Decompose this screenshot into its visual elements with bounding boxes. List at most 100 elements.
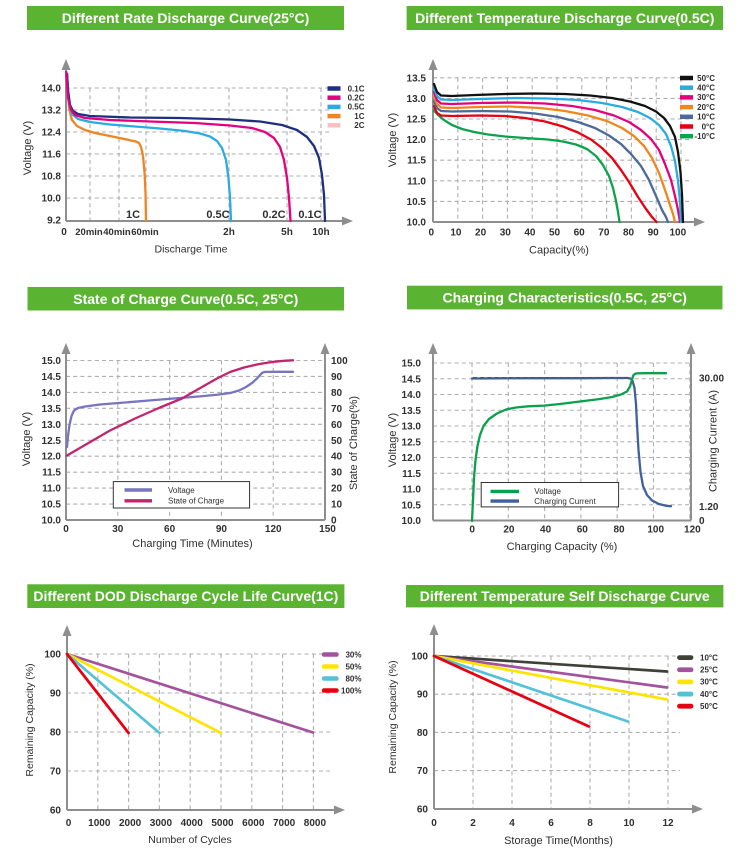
svg-text:10.0: 10.0	[402, 516, 422, 527]
svg-text:80: 80	[331, 388, 343, 399]
svg-text:12.0: 12.0	[407, 135, 427, 146]
svg-text:60: 60	[164, 524, 176, 535]
svg-text:20°C: 20°C	[697, 103, 715, 112]
svg-text:90: 90	[50, 689, 62, 700]
svg-text:30.00: 30.00	[699, 374, 724, 385]
svg-text:12.5: 12.5	[407, 115, 427, 126]
svg-text:80: 80	[623, 228, 635, 239]
svg-text:0.1C: 0.1C	[298, 209, 321, 221]
svg-text:60min: 60min	[131, 227, 159, 238]
svg-text:-10°C: -10°C	[694, 132, 715, 141]
svg-text:10.8: 10.8	[42, 172, 62, 183]
svg-text:12.5: 12.5	[402, 437, 422, 448]
svg-text:Remaining Capacity (%): Remaining Capacity (%)	[24, 663, 36, 776]
svg-text:80: 80	[417, 728, 429, 739]
svg-text:2h: 2h	[223, 227, 235, 238]
svg-text:60: 60	[417, 804, 429, 815]
svg-text:10.5: 10.5	[42, 500, 62, 511]
svg-text:Charging Current: Charging Current	[534, 497, 596, 506]
svg-text:Charging Current (A): Charging Current (A)	[708, 390, 720, 492]
svg-text:10: 10	[331, 500, 343, 511]
svg-text:3000: 3000	[150, 818, 173, 829]
svg-text:1C: 1C	[126, 209, 140, 221]
svg-text:0: 0	[331, 516, 337, 527]
svg-text:40°C: 40°C	[697, 84, 715, 93]
svg-text:0: 0	[63, 524, 69, 535]
svg-text:10.5: 10.5	[402, 500, 422, 511]
svg-text:Number of Cycles: Number of Cycles	[148, 834, 231, 846]
svg-text:80: 80	[613, 525, 625, 536]
svg-text:10.0: 10.0	[42, 194, 62, 205]
svg-text:10°C: 10°C	[697, 113, 715, 122]
svg-text:2C: 2C	[354, 121, 364, 130]
svg-text:10.0: 10.0	[42, 516, 62, 527]
svg-text:14.5: 14.5	[42, 372, 62, 383]
svg-text:Different Rate Discharge Curve: Different Rate Discharge Curve(25°C)	[62, 10, 310, 26]
svg-text:0: 0	[66, 818, 72, 829]
svg-text:40: 40	[331, 452, 343, 463]
svg-text:Voltage: Voltage	[534, 487, 561, 496]
svg-text:Voltage: Voltage	[168, 486, 195, 495]
svg-text:12.4: 12.4	[42, 128, 62, 139]
svg-text:Charging Time (Minutes): Charging Time (Minutes)	[132, 538, 252, 550]
svg-text:Different DOD Discharge Cycle: Different DOD Discharge Cycle Life Curve…	[33, 588, 338, 604]
svg-text:60: 60	[574, 228, 586, 239]
svg-text:12.5: 12.5	[42, 436, 62, 447]
svg-text:0: 0	[61, 227, 67, 238]
svg-text:30%: 30%	[345, 650, 361, 659]
svg-text:90: 90	[331, 372, 343, 383]
svg-text:10.5: 10.5	[407, 197, 427, 208]
svg-text:2000: 2000	[119, 818, 142, 829]
svg-text:14.0: 14.0	[42, 388, 62, 399]
svg-text:0.2C: 0.2C	[262, 209, 285, 221]
svg-text:15.0: 15.0	[42, 356, 62, 367]
svg-text:Voltage (V): Voltage (V)	[21, 412, 33, 466]
svg-text:11.0: 11.0	[42, 484, 61, 495]
svg-text:40°C: 40°C	[700, 690, 718, 699]
svg-text:50%: 50%	[345, 662, 361, 671]
svg-text:60: 60	[577, 525, 589, 536]
svg-text:State of Charge: State of Charge	[168, 497, 225, 506]
svg-text:25°C: 25°C	[700, 666, 718, 675]
svg-text:100: 100	[331, 356, 348, 367]
svg-text:30: 30	[112, 524, 124, 535]
svg-text:Capacity(%): Capacity(%)	[529, 245, 589, 257]
svg-text:70: 70	[598, 228, 610, 239]
svg-text:0: 0	[469, 525, 475, 536]
svg-text:13.0: 13.0	[407, 94, 427, 105]
svg-text:12: 12	[662, 818, 674, 829]
svg-text:Different Temperature Discharg: Different Temperature Discharge Curve(0.…	[415, 10, 714, 26]
svg-text:30: 30	[500, 228, 512, 239]
svg-text:11.0: 11.0	[407, 176, 426, 187]
svg-text:10°C: 10°C	[700, 653, 718, 662]
svg-text:0.5C: 0.5C	[348, 103, 365, 112]
svg-text:Discharge Time: Discharge Time	[155, 244, 228, 256]
svg-text:0.2C: 0.2C	[348, 94, 365, 103]
svg-text:20: 20	[475, 228, 487, 239]
svg-text:90: 90	[216, 524, 228, 535]
svg-text:40: 40	[540, 525, 552, 536]
svg-text:50°C: 50°C	[697, 74, 715, 83]
svg-text:30: 30	[331, 468, 343, 479]
svg-text:20: 20	[503, 525, 515, 536]
svg-text:20min: 20min	[75, 227, 103, 238]
svg-text:Voltage (V): Voltage (V)	[387, 113, 399, 167]
svg-text:4000: 4000	[181, 818, 204, 829]
svg-text:50°C: 50°C	[700, 702, 718, 711]
svg-text:30°C: 30°C	[697, 93, 715, 102]
svg-text:1C: 1C	[354, 112, 364, 121]
svg-text:40: 40	[524, 228, 536, 239]
svg-text:80%: 80%	[345, 674, 361, 683]
svg-text:5h: 5h	[281, 227, 293, 238]
svg-text:50: 50	[331, 436, 343, 447]
svg-text:15.0: 15.0	[402, 359, 422, 370]
svg-text:0: 0	[699, 516, 705, 527]
svg-text:11.5: 11.5	[42, 468, 61, 479]
svg-text:100: 100	[647, 525, 664, 536]
svg-text:90: 90	[417, 690, 429, 701]
svg-text:6: 6	[548, 818, 554, 829]
svg-text:11.5: 11.5	[402, 469, 421, 480]
svg-text:8: 8	[587, 818, 593, 829]
svg-text:90: 90	[648, 228, 660, 239]
svg-text:11.5: 11.5	[407, 156, 426, 167]
